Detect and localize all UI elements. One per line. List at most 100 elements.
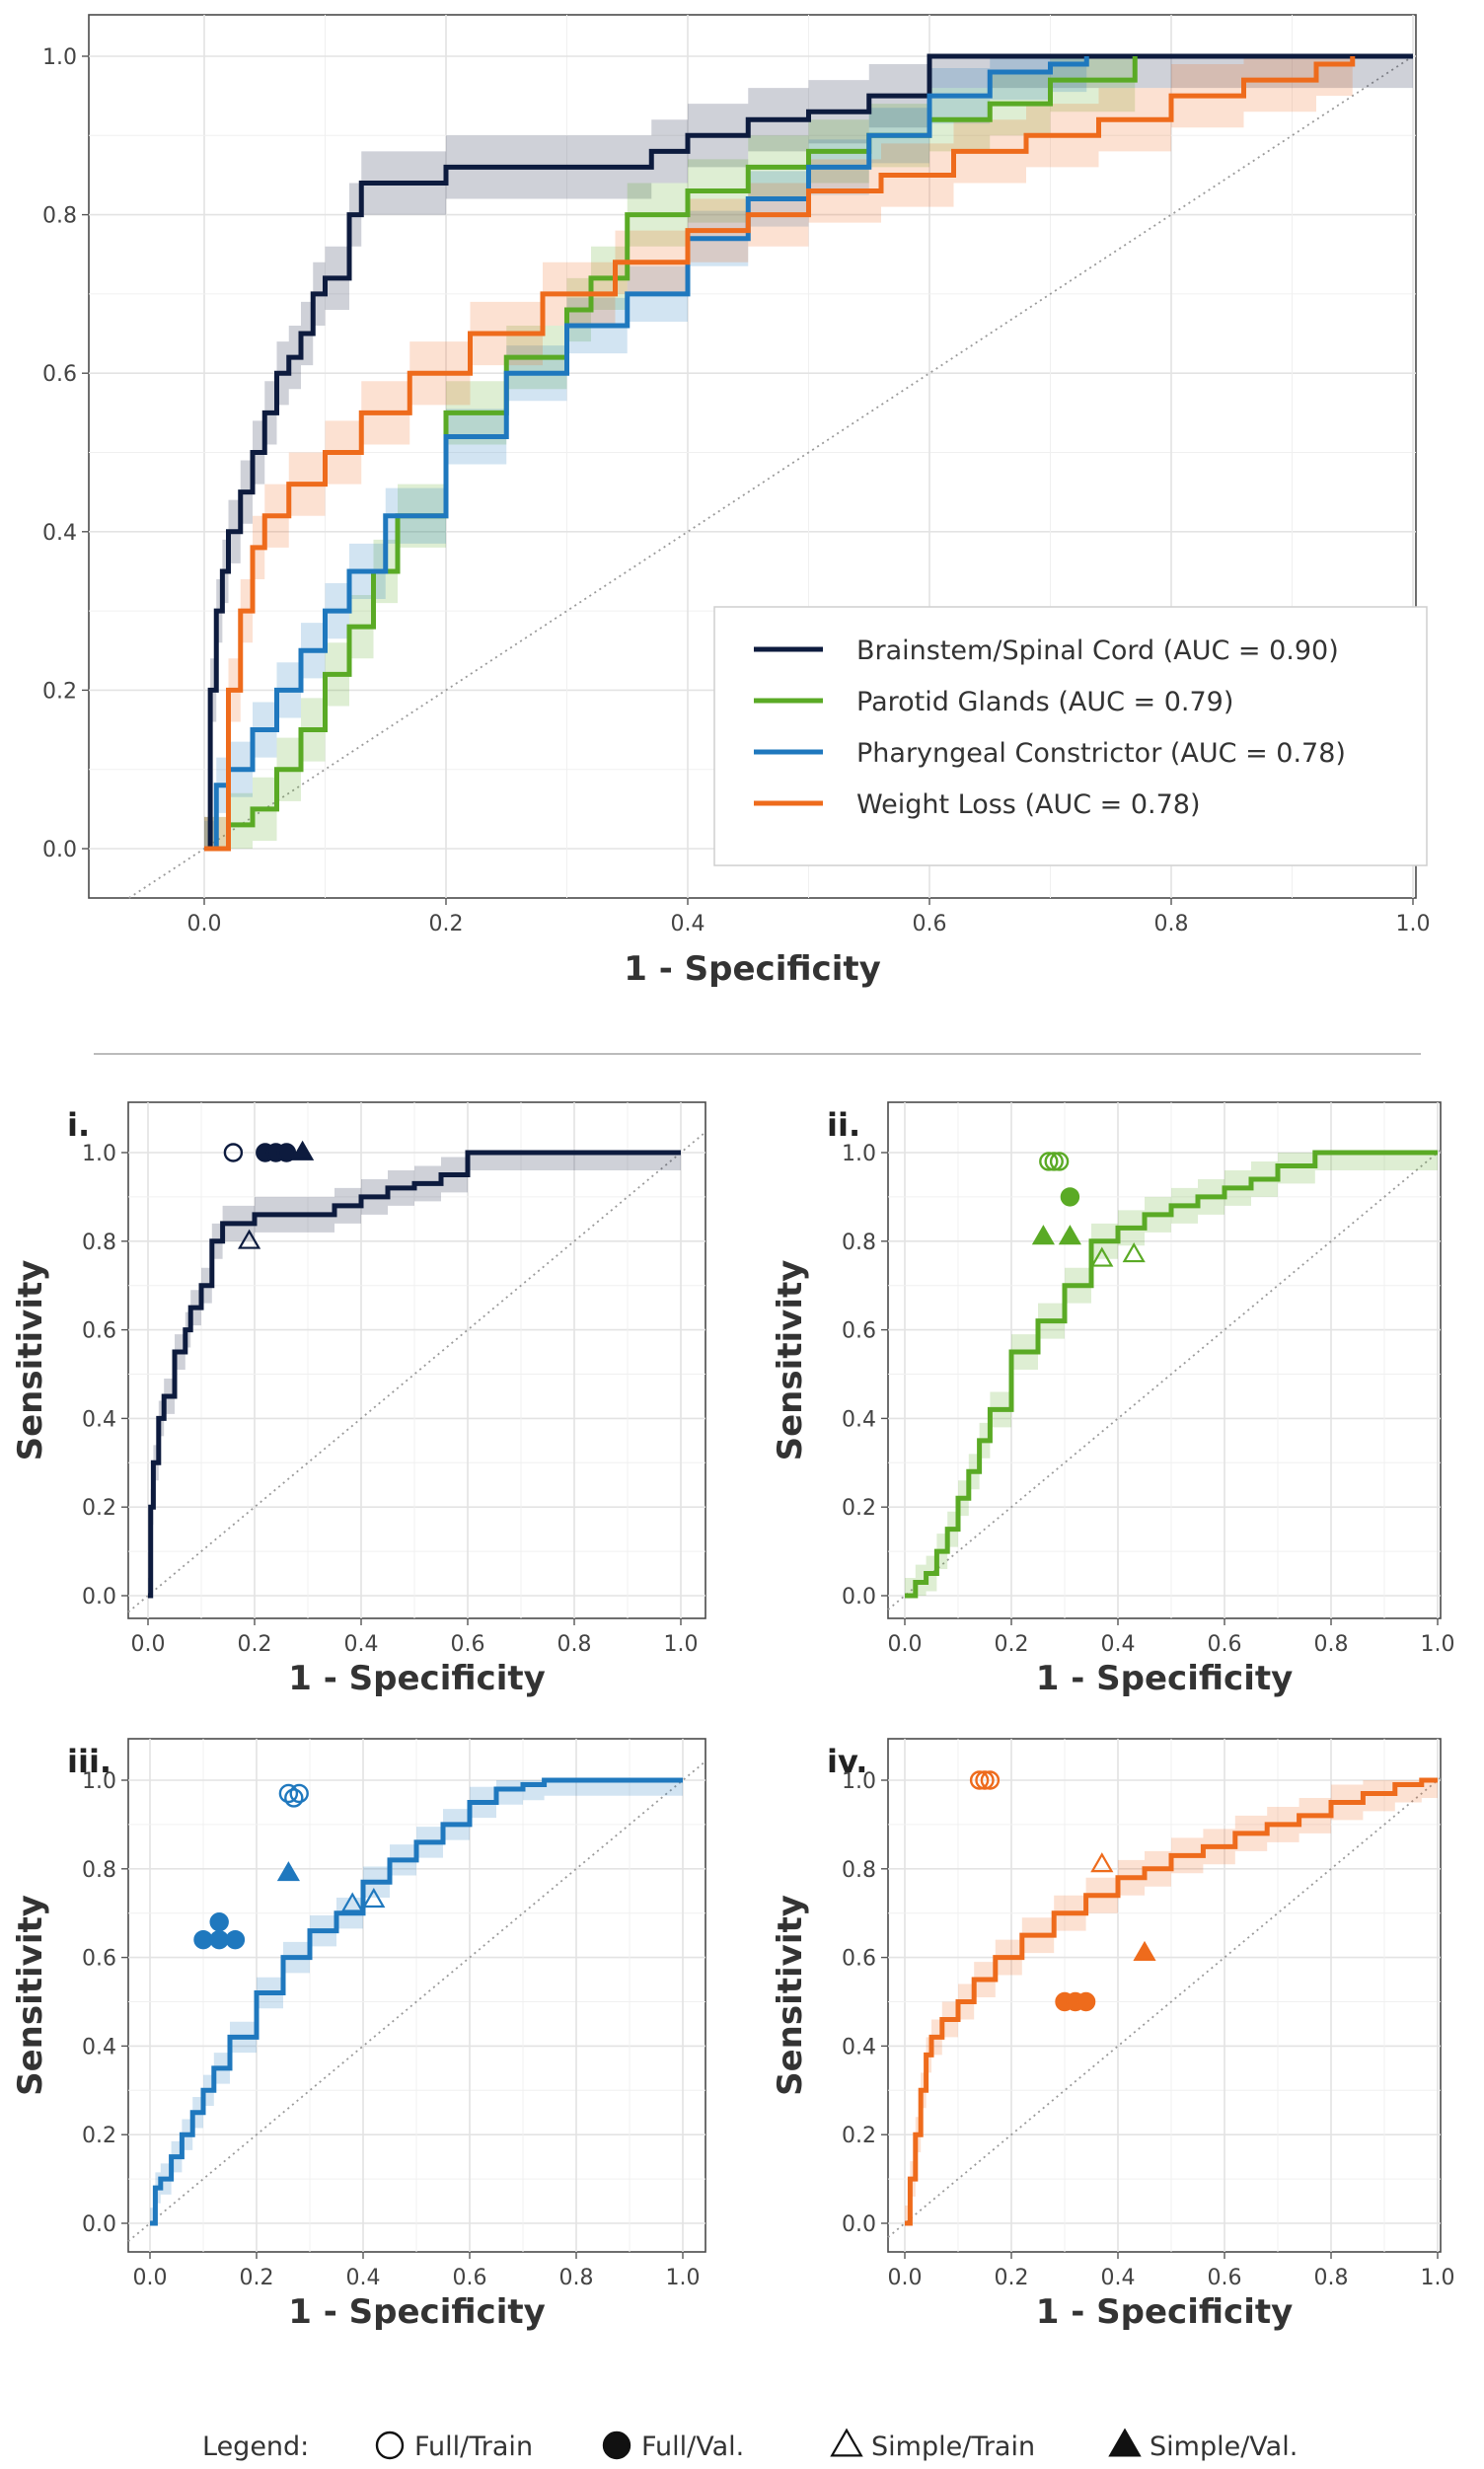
- x-axis-label: 1 - Specificity: [288, 2292, 546, 2332]
- marker-full-train-0: [223, 1143, 244, 1162]
- x-tick-label-5: 1.0: [1396, 912, 1431, 936]
- x-tick-label-2: 0.4: [1101, 2266, 1136, 2290]
- y-tick-label-5: 1.0: [842, 1769, 876, 1794]
- x-tick-label-0: 0.0: [187, 912, 222, 936]
- panel-iv-weight-loss: 0.0 0.0 0.2 0.2 0.4 0.4 0.6 0.6 0.8 0.8 1.0 1.0 1 - …: [771, 1738, 1455, 2332]
- roc-curve-0: [905, 1150, 1438, 1599]
- y-tick-label-5: 1.0: [842, 1142, 876, 1166]
- x-tick-label-3: 0.6: [1208, 2266, 1242, 2290]
- diagonal-reference-line: [128, 53, 1417, 899]
- marker-full-train-0: [969, 1770, 990, 1790]
- y-tick-label-5: 1.0: [82, 1142, 116, 1166]
- roc-curve-3: [204, 56, 1356, 852]
- y-tick-label-1: 0.2: [82, 1496, 116, 1521]
- x-tick-label-5: 1.0: [1421, 1632, 1455, 1657]
- x-tick-label-1: 0.2: [240, 2266, 274, 2290]
- legend-item-label-2: Simple/Train: [871, 2432, 1035, 2462]
- x-tick-label-4: 0.8: [559, 2266, 594, 2290]
- y-tick-label-1: 0.2: [842, 1496, 876, 1521]
- diagonal-reference-line: [887, 1149, 1442, 1610]
- roc-curve-2: [204, 56, 1089, 852]
- marker-full-train-0: [278, 1783, 299, 1804]
- x-tick-label-3: 0.6: [451, 1632, 485, 1657]
- x-tick-label-2: 0.4: [1101, 1632, 1136, 1657]
- legend-title: Legend:: [202, 2432, 309, 2462]
- x-tick-label-1: 0.2: [995, 2266, 1029, 2290]
- y-tick-label-2: 0.4: [842, 1407, 876, 1432]
- x-tick-label-4: 0.8: [1314, 1632, 1349, 1657]
- marker-simple-train-8: [340, 1892, 364, 1912]
- x-tick-label-0: 0.0: [888, 1632, 923, 1657]
- legend-item-label-3: Simple/Val.: [1150, 2432, 1298, 2462]
- x-axis-label: 1 - Specificity: [1036, 2292, 1294, 2332]
- roc-curve-0: [204, 53, 1413, 852]
- diagonal-reference-line: [127, 1131, 706, 1613]
- y-tick-label-4: 0.8: [842, 1858, 876, 1883]
- x-tick-label-2: 0.4: [671, 912, 705, 936]
- panel-i-brainstem: 0.0 0.0 0.2 0.2 0.4 0.4 0.6 0.6 0.8 0.8 1.0 1.0 1 - …: [11, 1101, 706, 1698]
- legend-item-label-0: Full/Train: [414, 2432, 533, 2462]
- x-tick-label-0: 0.0: [131, 1632, 166, 1657]
- x-tick-label-3: 0.6: [453, 2266, 487, 2290]
- marker-full-train-100: [375, 2431, 405, 2460]
- x-tick-label-5: 1.0: [1421, 2266, 1455, 2290]
- legend-box: [713, 606, 1428, 866]
- marker-legend: Legend: Full/Train Full/Val. Simple/Train Si…: [202, 2428, 1298, 2462]
- marker-full-val-101: [602, 2431, 631, 2460]
- marker-simple-val-4: [1031, 1225, 1055, 1245]
- x-tick-label-1: 0.2: [238, 1632, 272, 1657]
- y-tick-label-4: 0.8: [82, 1858, 116, 1883]
- x-tick-label-2: 0.4: [346, 2266, 381, 2290]
- marker-simple-train-102: [830, 2428, 863, 2457]
- y-tick-label-2: 0.4: [42, 521, 77, 546]
- y-axis-label: Sensitivity: [11, 1895, 50, 2096]
- roc-curve-0: [905, 1777, 1438, 2226]
- y-axis-label: Sensitivity: [771, 1895, 810, 2096]
- y-tick-label-0: 0.0: [42, 838, 77, 862]
- x-axis-label: 1 - Specificity: [1036, 1659, 1294, 1698]
- x-tick-label-1: 0.2: [429, 912, 464, 936]
- legend-item-label-1: Full/Val.: [641, 2432, 744, 2462]
- marker-simple-val-5: [1058, 1225, 1081, 1245]
- marker-full-val-6: [209, 1911, 229, 1932]
- x-tick-label-0: 0.0: [133, 2266, 168, 2290]
- x-tick-label-4: 0.8: [557, 1632, 592, 1657]
- marker-full-val-3: [276, 1143, 297, 1162]
- panel-label: iii.: [67, 1743, 111, 1780]
- marker-full-train-1: [284, 1788, 304, 1808]
- marker-full-train-1: [975, 1770, 995, 1790]
- x-tick-label-3: 0.6: [1208, 1632, 1242, 1657]
- marker-simple-train-6: [1090, 1246, 1114, 1267]
- marker-full-train-2: [980, 1770, 1001, 1790]
- y-tick-label-2: 0.4: [82, 2035, 116, 2059]
- x-tick-label-0: 0.0: [888, 2266, 923, 2290]
- y-tick-label-1: 0.2: [82, 2124, 116, 2148]
- marker-full-train-2: [1049, 1152, 1070, 1171]
- y-tick-label-4: 0.8: [842, 1231, 876, 1255]
- marker-simple-val-103: [1108, 2428, 1142, 2457]
- roc-curve-0: [148, 1150, 681, 1599]
- y-tick-label-0: 0.0: [842, 2212, 876, 2237]
- y-tick-label-4: 0.8: [82, 1231, 116, 1255]
- x-axis-label: 1 - Specificity: [288, 1659, 546, 1698]
- roc-curve-0: [150, 1777, 683, 2226]
- y-tick-label-1: 0.2: [842, 2124, 876, 2148]
- legend-label-1: Parotid Glands (AUC = 0.79): [856, 687, 1233, 717]
- legend-label-0: Brainstem/Spinal Cord (AUC = 0.90): [856, 636, 1339, 666]
- y-tick-label-0: 0.0: [842, 1585, 876, 1609]
- legend-label-3: Weight Loss (AUC = 0.78): [856, 789, 1201, 820]
- x-tick-label-4: 0.8: [1314, 2266, 1349, 2290]
- diagonal-reference-line: [887, 1776, 1442, 2238]
- y-tick-label-5: 1.0: [42, 45, 77, 70]
- y-tick-label-3: 0.6: [842, 1319, 876, 1344]
- main-roc-plot: 0.0 0.0 0.2 0.2 0.4 0.4 0.6 0.6 0.8 0.8 1.0 1.0 1 - …: [42, 14, 1431, 989]
- marker-full-val-5: [225, 1929, 246, 1950]
- marker-simple-val-7: [276, 1861, 300, 1882]
- marker-full-train-2: [289, 1783, 309, 1804]
- x-tick-label-5: 1.0: [664, 1632, 699, 1657]
- x-tick-label-5: 1.0: [666, 2266, 701, 2290]
- panel-ii-parotid: 0.0 0.0 0.2 0.2 0.4 0.4 0.6 0.6 0.8 0.8 1.0 1.0 1 - …: [771, 1101, 1455, 1698]
- legend-label-2: Pharyngeal Constrictor (AUC = 0.78): [856, 738, 1346, 769]
- y-axis-label: Sensitivity: [11, 1260, 50, 1461]
